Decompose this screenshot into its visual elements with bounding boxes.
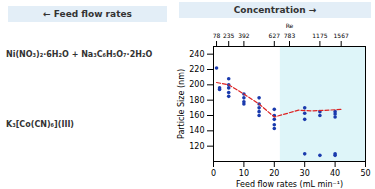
svg-text:627: 627	[269, 32, 281, 39]
svg-text:10: 10	[239, 169, 249, 178]
svg-text:78: 78	[213, 32, 221, 39]
svg-text:180: 180	[189, 96, 204, 105]
svg-text:120: 120	[189, 142, 204, 151]
svg-text:240: 240	[189, 50, 204, 59]
html-text:Concentration →: Concentration →	[233, 5, 317, 15]
svg-text:Re: Re	[286, 22, 294, 29]
svg-text:140: 140	[189, 126, 204, 135]
svg-text:220: 220	[189, 65, 204, 74]
svg-text:783: 783	[284, 32, 296, 39]
svg-text:Particle Size (nm): Particle Size (nm)	[177, 69, 186, 139]
svg-text:0: 0	[211, 169, 216, 178]
svg-text:40: 40	[330, 169, 340, 178]
svg-text:30: 30	[300, 169, 310, 178]
html-text:Ni(NO₃)₂·6H₂O + Na₃C₆H₅O₇·2H₂O: Ni(NO₃)₂·6H₂O + Na₃C₆H₅O₇·2H₂O	[6, 50, 153, 59]
svg-text:200: 200	[189, 80, 204, 89]
svg-text:235: 235	[223, 32, 235, 39]
svg-text:Feed flow rates (mL min⁻¹): Feed flow rates (mL min⁻¹)	[236, 180, 343, 189]
svg-text:20: 20	[269, 169, 279, 178]
svg-text:1567: 1567	[334, 32, 349, 39]
svg-text:50: 50	[360, 169, 370, 178]
html-text:← Feed flow rates: ← Feed flow rates	[43, 9, 132, 19]
html-text:K₃[Co(CN)₆](III): K₃[Co(CN)₆](III)	[6, 120, 74, 129]
svg-text:160: 160	[189, 111, 204, 120]
svg-text:1175: 1175	[312, 32, 327, 39]
svg-text:392: 392	[238, 32, 250, 39]
